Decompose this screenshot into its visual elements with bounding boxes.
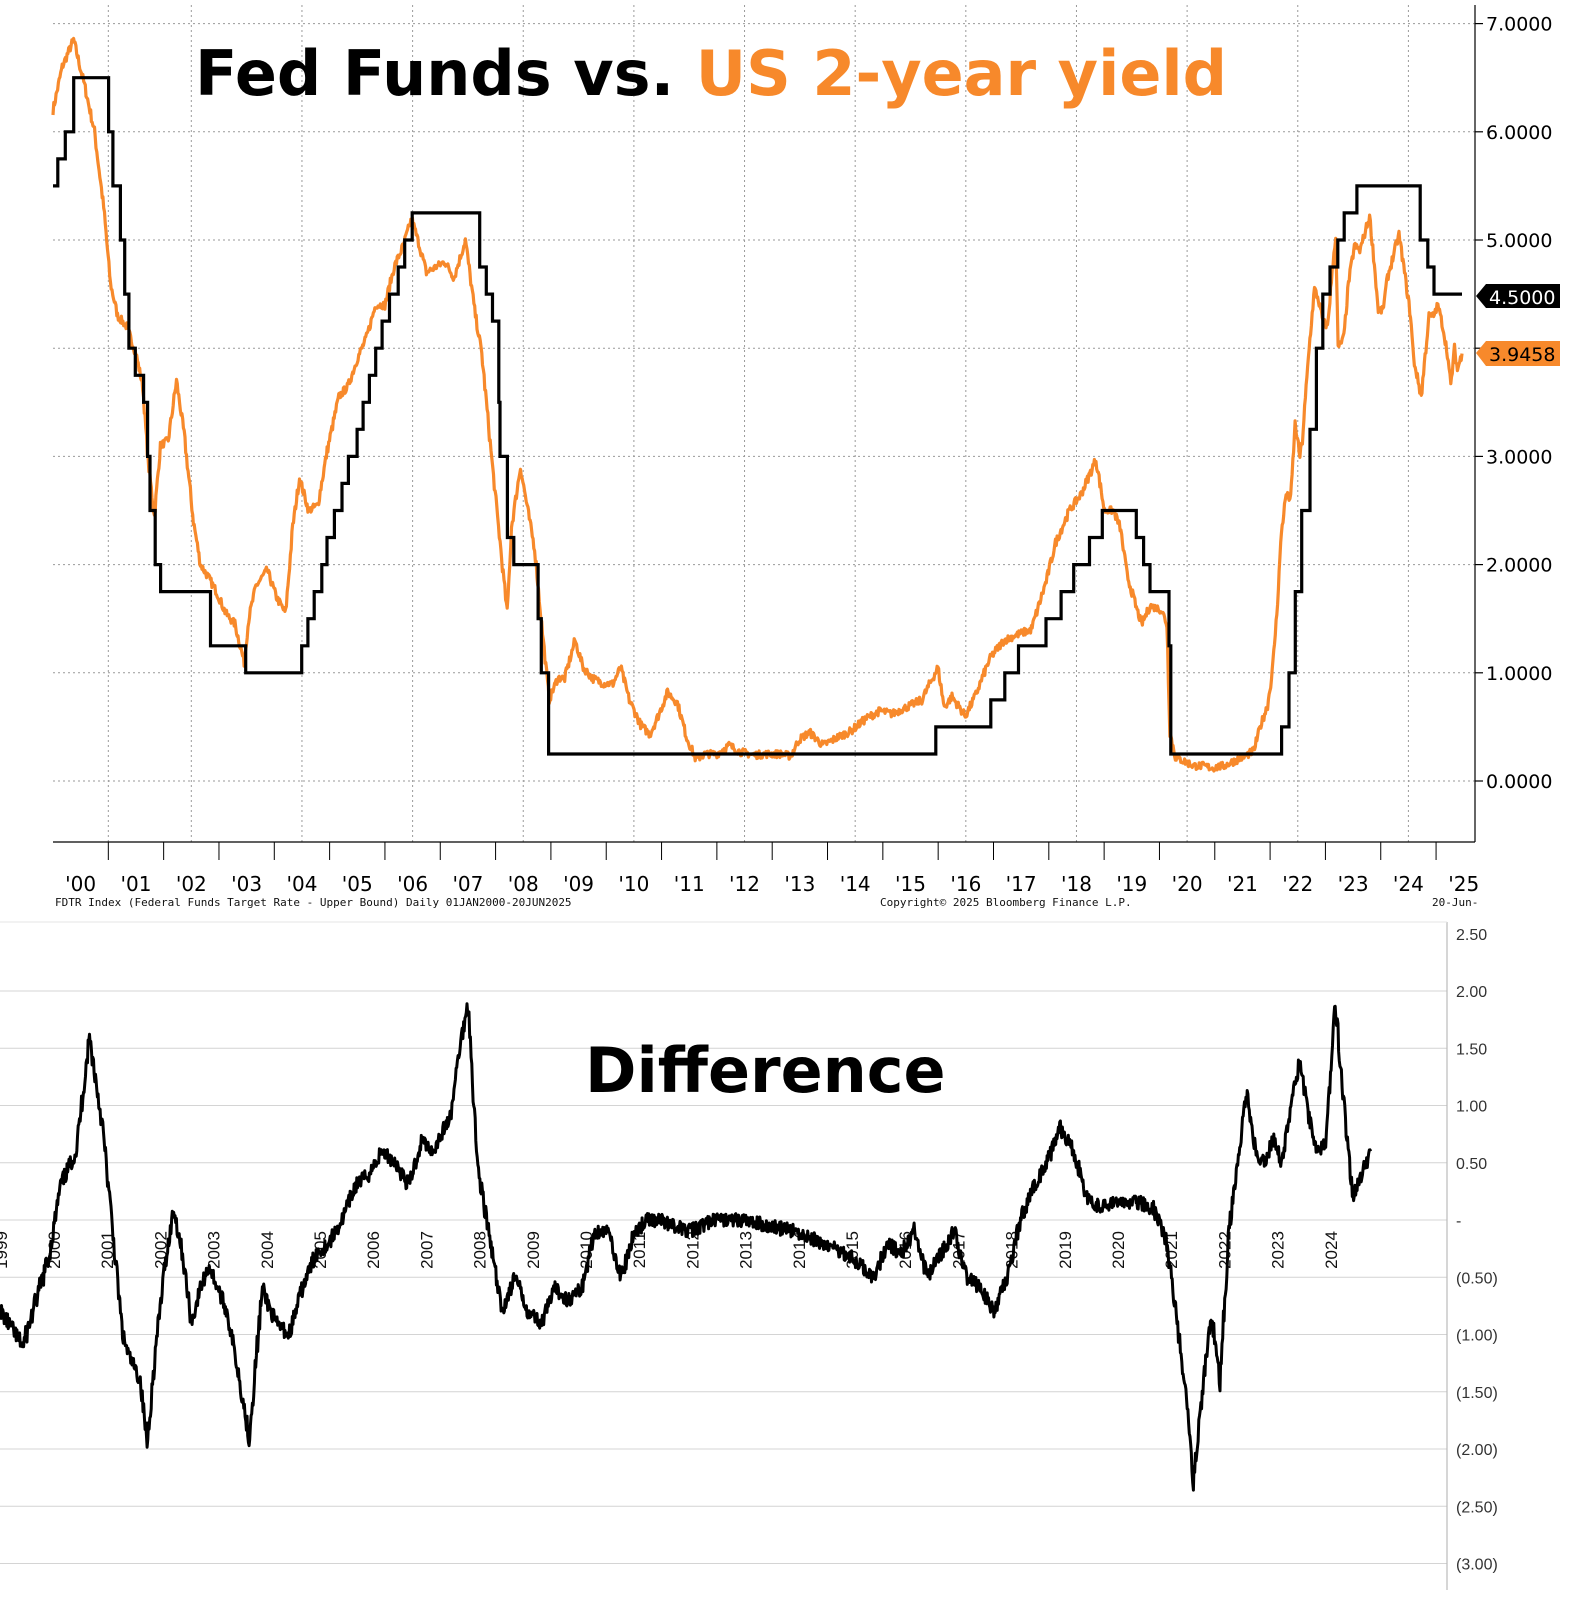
bottom-x-tick-label: 2022 — [1215, 1231, 1234, 1269]
top-y-tick-label: 0.0000 — [1486, 771, 1552, 793]
fed-funds-chart: '00 '01 '02 '03 '04 '05 '06 '07 '08 '09 '10 '11 '12 '… — [51, 5, 1560, 909]
footer-date: 20-Jun- — [1432, 896, 1478, 909]
top-x-tick-label: '15 — [895, 872, 926, 896]
top-x-tick-label: '07 — [452, 872, 483, 896]
top-x-tick-label: '10 — [618, 872, 649, 896]
top-x-tick-label: '00 — [65, 872, 96, 896]
top-x-tick-label: '09 — [563, 872, 594, 896]
top-x-axis: '00 '01 '02 '03 '04 '05 '06 '07 '08 '09 '10 '11 '12 '… — [65, 842, 1479, 896]
top-x-tick-label: '25 — [1448, 872, 1479, 896]
top-y-tick-label: 2.0000 — [1486, 555, 1552, 577]
bottom-x-tick-label: 2006 — [364, 1231, 383, 1269]
top-x-tick-label: '02 — [176, 872, 207, 896]
footer-source: FDTR Index (Federal Funds Target Rate - … — [55, 896, 572, 909]
footer-copyright: Copyright© 2025 Bloomberg Finance L.P. — [880, 896, 1132, 909]
top-x-tick-label: '11 — [674, 872, 705, 896]
bottom-y-tick-label: 2.00 — [1456, 984, 1487, 1001]
bottom-y-tick-label: (2.50) — [1456, 1499, 1498, 1516]
bottom-x-tick-label: 2012 — [683, 1231, 702, 1269]
difference-line — [0, 1002, 1373, 1492]
chart-title-part1: Fed Funds vs. — [195, 37, 696, 110]
bottom-y-tick-label: (3.00) — [1456, 1557, 1498, 1574]
yield-last-value-label: 3.9458 — [1489, 344, 1555, 366]
top-x-tick-label: '04 — [286, 872, 317, 896]
top-y-tick-label: 5.0000 — [1486, 230, 1552, 252]
bottom-x-tick-label: 2008 — [471, 1231, 490, 1269]
bottom-y-tick-label: (1.00) — [1456, 1328, 1498, 1345]
bottom-y-tick-label: 1.00 — [1456, 1099, 1487, 1116]
top-y-tick-label: 3.0000 — [1486, 446, 1552, 468]
bottom-y-tick-label: - — [1456, 1213, 1461, 1230]
bottom-y-tick-label: (1.50) — [1456, 1385, 1498, 1402]
top-x-tick-label: '12 — [729, 872, 760, 896]
bottom-x-tick-label: 2020 — [1109, 1231, 1128, 1269]
top-x-tick-label: '23 — [1338, 872, 1369, 896]
chart-title: Fed Funds vs. US 2-year yield — [195, 37, 1227, 110]
top-x-tick-label: '21 — [1227, 872, 1258, 896]
top-x-tick-label: '01 — [121, 872, 152, 896]
top-x-tick-label: '20 — [1172, 872, 1203, 896]
bottom-x-tick-label: 2013 — [737, 1231, 756, 1269]
bottom-gridlines — [0, 990, 1447, 1564]
bottom-x-tick-label: 2004 — [258, 1231, 277, 1269]
fed-funds-line — [53, 76, 1462, 756]
bottom-y-tick-label: 0.50 — [1456, 1156, 1487, 1173]
fed-last-value-tag: 4.5000 — [1476, 284, 1560, 309]
bottom-y-tick-label: (0.50) — [1456, 1270, 1498, 1287]
top-x-tick-label: '05 — [342, 872, 373, 896]
bottom-y-axis: 2.50 2.00 1.50 1.00 0.50 - (0.50) (1.00) (1.50) (… — [1456, 927, 1498, 1574]
us-2-year-yield-line — [51, 36, 1464, 773]
difference-chart: 2.50 2.00 1.50 1.00 0.50 - (0.50) (1.00) (1.50) (… — [0, 921, 1498, 1590]
top-x-tick-label: '14 — [840, 872, 871, 896]
top-y-tick-label: 7.0000 — [1486, 14, 1552, 36]
bottom-x-tick-label: 2011 — [630, 1232, 649, 1269]
top-x-tick-label: '19 — [1116, 872, 1147, 896]
bottom-x-tick-label: 2003 — [205, 1231, 224, 1269]
top-y-tick-label: 1.0000 — [1486, 663, 1552, 685]
top-y-tick-label: 6.0000 — [1486, 122, 1552, 144]
top-x-tick-label: '22 — [1282, 872, 1313, 896]
fed-last-value-label: 4.5000 — [1489, 287, 1555, 309]
top-x-tick-label: '03 — [231, 872, 262, 896]
bottom-x-tick-label: 2007 — [417, 1231, 436, 1269]
difference-title: Difference — [585, 1034, 946, 1107]
bottom-x-tick-label: 2024 — [1322, 1231, 1341, 1269]
bottom-x-tick-label: 2023 — [1269, 1231, 1288, 1269]
top-y-axis: 0.00001.00002.00003.00004.00005.00006.00… — [1475, 14, 1552, 793]
bottom-x-tick-label: 2009 — [524, 1231, 543, 1269]
bottom-y-tick-label: (2.00) — [1456, 1442, 1498, 1459]
bottom-x-axis: 1999 2000 2001 2002 2003 2004 2005 2006 2007 2008… — [0, 1231, 1341, 1269]
top-x-tick-label: '13 — [784, 872, 815, 896]
top-x-tick-label: '16 — [950, 872, 981, 896]
yield-last-value-tag: 3.9458 — [1476, 341, 1560, 366]
top-x-tick-label: '18 — [1061, 872, 1092, 896]
bottom-y-tick-label: 2.50 — [1456, 927, 1487, 944]
bottom-x-tick-label: 1999 — [0, 1231, 11, 1269]
top-x-tick-label: '24 — [1393, 872, 1424, 896]
top-x-tick-label: '06 — [397, 872, 428, 896]
top-x-tick-label: '17 — [1006, 872, 1037, 896]
bottom-x-tick-label: 2019 — [1056, 1231, 1075, 1269]
chart-title-part2: US 2-year yield — [696, 37, 1227, 110]
bottom-y-tick-label: 1.50 — [1456, 1041, 1487, 1058]
top-x-tick-label: '08 — [508, 872, 539, 896]
